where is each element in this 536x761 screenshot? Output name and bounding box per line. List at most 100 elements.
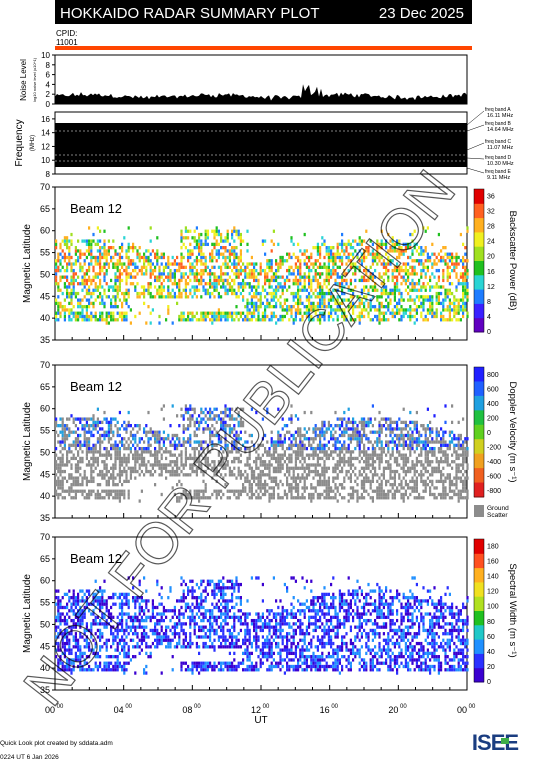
heatmap-cell	[404, 460, 407, 464]
heatmap-cell	[325, 252, 328, 256]
heatmap-cell	[455, 308, 458, 312]
heatmap-cell	[420, 460, 423, 464]
heatmap-cell	[442, 450, 445, 454]
heatmap-cell	[136, 291, 139, 296]
heatmap-cell	[286, 463, 289, 467]
heatmap-cell	[88, 318, 91, 322]
heatmap-cell	[158, 450, 161, 454]
heatmap-cell	[165, 275, 168, 279]
heatmap-cell	[442, 483, 445, 487]
heatmap-cell	[195, 466, 198, 470]
heatmap-cell	[176, 437, 179, 441]
heatmap-cell	[191, 456, 194, 461]
heatmap-cell	[134, 456, 137, 461]
heatmap-cell	[334, 262, 337, 266]
heatmap-cell	[407, 437, 410, 441]
heatmap-cell	[193, 430, 196, 434]
heatmap-cell	[140, 463, 143, 467]
heatmap-cell	[330, 291, 333, 296]
heatmap-cell	[191, 414, 194, 418]
heatmap-cell	[178, 499, 181, 503]
heatmap-ylabel: Magnetic Latitude	[22, 224, 33, 303]
heatmap-cell	[215, 232, 218, 237]
heatmap-cell	[202, 446, 205, 451]
heatmap-cell	[448, 489, 451, 493]
heatmap-cell	[173, 460, 176, 464]
heatmap-cell	[400, 483, 403, 487]
heatmap-cell	[173, 278, 176, 283]
heatmap-cell	[110, 443, 113, 447]
heatmap-cell	[402, 311, 405, 315]
heatmap-cell	[446, 492, 449, 497]
heatmap-cell	[369, 301, 372, 306]
heatmap-cell	[323, 473, 326, 477]
heatmap-cell	[66, 460, 69, 464]
heatmap-cell	[96, 489, 99, 493]
heatmap-cell	[305, 430, 308, 434]
heatmap-cell	[231, 460, 234, 464]
heatmap-cell	[413, 427, 416, 431]
heatmap-cell	[283, 492, 286, 497]
heatmap-cell	[391, 437, 394, 441]
heatmap-cell	[158, 460, 161, 464]
heatmap-cell	[459, 275, 462, 279]
heatmap-cell	[323, 453, 326, 457]
frequency-ytick-label: 14	[41, 129, 50, 138]
heatmap-cell	[195, 460, 198, 464]
heatmap-cell	[187, 410, 190, 415]
heatmap-cell	[116, 275, 119, 279]
heatmap-cell	[63, 282, 66, 286]
heatmap-cell	[167, 278, 170, 283]
heatmap-cell	[77, 311, 80, 315]
heatmap-cell	[191, 496, 194, 500]
heatmap-cell	[184, 410, 187, 415]
heatmap-cell	[464, 305, 467, 309]
heatmap-cell	[189, 265, 192, 269]
heatmap-cell	[457, 463, 460, 467]
heatmap-cell	[261, 469, 264, 474]
heatmap-cell	[409, 440, 412, 444]
heatmap-cell	[349, 463, 352, 467]
heatmap-cell	[193, 450, 196, 454]
heatmap-cell	[411, 430, 414, 434]
heatmap-cell	[116, 311, 119, 315]
heatmap-cell	[101, 489, 104, 493]
heatmap-cell	[433, 311, 436, 315]
noise-ylabel-small: log10 noise level (x10^1)	[32, 57, 37, 102]
heatmap-cell	[301, 288, 304, 292]
heatmap-cell	[327, 288, 330, 292]
heatmap-cell	[312, 496, 315, 500]
heatmap-cell	[81, 314, 84, 319]
heatmap-cell	[213, 295, 216, 299]
heatmap-cell	[283, 489, 286, 493]
heatmap-cell	[101, 433, 104, 438]
band-leader	[466, 157, 485, 160]
heatmap-cell	[156, 463, 159, 467]
heatmap-cell	[209, 433, 212, 438]
heatmap-cell	[321, 295, 324, 299]
heatmap-cell	[79, 456, 82, 461]
heatmap-cell	[402, 443, 405, 447]
heatmap-cell	[378, 489, 381, 493]
heatmap-cell	[389, 246, 392, 250]
heatmap-cell	[301, 476, 304, 480]
heatmap-cell	[312, 278, 315, 283]
heatmap-cell	[180, 450, 183, 454]
heatmap-cell	[435, 456, 438, 461]
heatmap-cell	[270, 311, 273, 315]
heatmap-cell	[81, 483, 84, 487]
heatmap-cell	[129, 440, 132, 444]
heatmap-cell	[363, 308, 366, 312]
heatmap-cell	[466, 275, 469, 279]
heatmap-cell	[462, 453, 465, 457]
heatmap-cell	[233, 456, 236, 461]
heatmap-cell	[424, 486, 427, 490]
heatmap-cell	[380, 229, 383, 233]
heatmap-cell	[233, 446, 236, 451]
heatmap-cell	[385, 265, 388, 269]
heatmap-cell	[250, 469, 253, 474]
heatmap-cell	[200, 314, 203, 319]
heatmap-cell	[127, 446, 130, 451]
heatmap-cell	[55, 311, 58, 315]
